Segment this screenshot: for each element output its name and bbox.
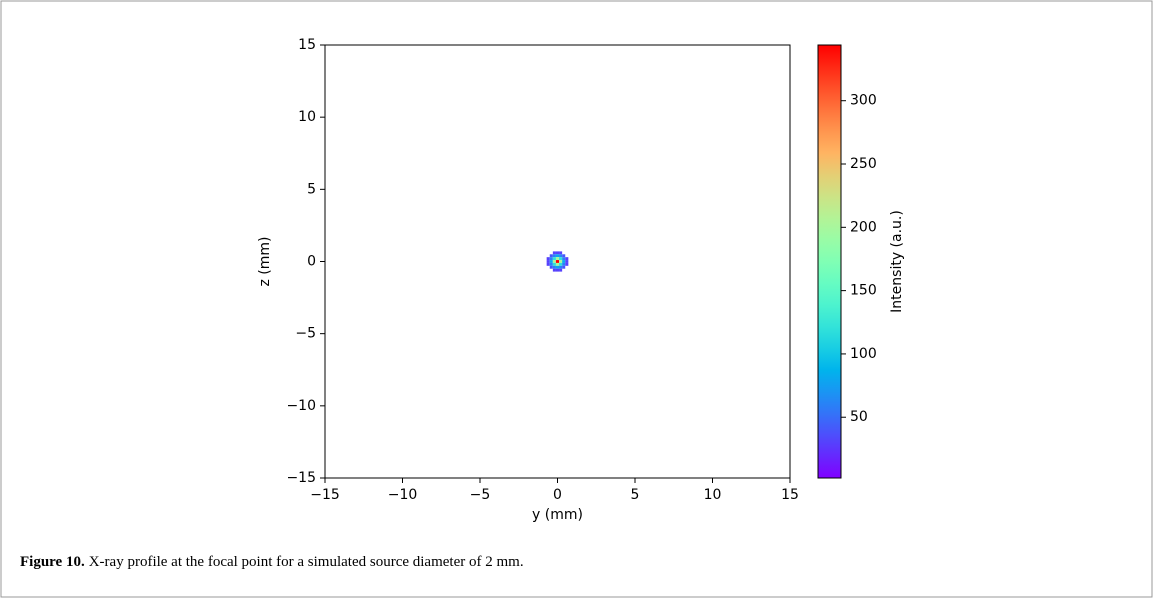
colorbar-tick-label: 100 [850,346,877,362]
heat-cell [555,251,560,255]
y-tick-label: −15 [286,470,316,486]
heat-cell [559,265,563,269]
x-tick-label: 10 [704,487,722,503]
y-tick-label: 5 [307,181,316,197]
heat-cell [565,262,569,266]
heat-cell [546,262,550,266]
heat-cell [555,262,560,266]
heat-cell [552,262,556,266]
heat-cell [559,251,563,255]
colorbar-tick-label: 300 [850,93,877,109]
heat-cell [549,262,553,266]
x-tick-label: −15 [310,487,340,503]
heat-cell [559,260,563,263]
colorbar-tick-label: 150 [850,283,877,299]
heat-cell [549,257,553,261]
x-tick-label: 0 [553,487,562,503]
heat-cell [562,262,566,266]
heat-cell [552,254,556,258]
heat-cell [552,251,556,255]
heat-cell [555,254,560,258]
heat-cell [559,262,563,266]
heat-cell [562,265,566,269]
colorbar [817,44,842,479]
y-tick-label: 0 [307,254,316,270]
heat-cell [555,257,560,261]
heat-cell [562,254,566,258]
caption-label: Figure 10. [20,554,85,570]
x-tick-label: 15 [781,487,799,503]
heat-cell [555,265,560,269]
heat-cell [549,265,553,269]
heat-cell [555,268,560,272]
heat-cell [549,260,553,263]
heat-cell [552,268,556,272]
colorbar-label: Intensity (a.u.) [889,210,905,313]
x-tick-label: 5 [631,487,640,503]
heat-cell [559,257,563,261]
caption: Figure 10. X-ray profile at the focal poi… [20,554,524,570]
heat-cell [559,268,563,272]
heat-cell [546,257,550,261]
heat-cell [546,260,550,263]
colorbar-tick-label: 250 [850,156,877,172]
y-tick-label: 15 [298,37,316,53]
heat-cell [565,257,569,261]
y-tick-label: −5 [295,326,316,342]
colorbar-tick-label: 50 [850,409,868,425]
y-axis-label: z (mm) [257,237,273,287]
x-axis-label: y (mm) [532,507,583,523]
heat-cell [552,265,556,269]
x-tick-label: −10 [388,487,418,503]
caption-text: X-ray profile at the focal point for a s… [89,554,524,570]
heat-cell [559,254,563,258]
heat-cell [549,254,553,258]
x-tick-label: −5 [470,487,491,503]
heat-cell [562,257,566,261]
y-tick-label: −10 [286,398,316,414]
heat-cell [552,260,556,263]
heat-cell [555,260,560,263]
colorbar-tick-label: 200 [850,219,877,235]
heat-cell [562,260,566,263]
y-tick-label: 10 [298,109,316,125]
heat-cell [552,257,556,261]
heat-cell [565,260,569,263]
